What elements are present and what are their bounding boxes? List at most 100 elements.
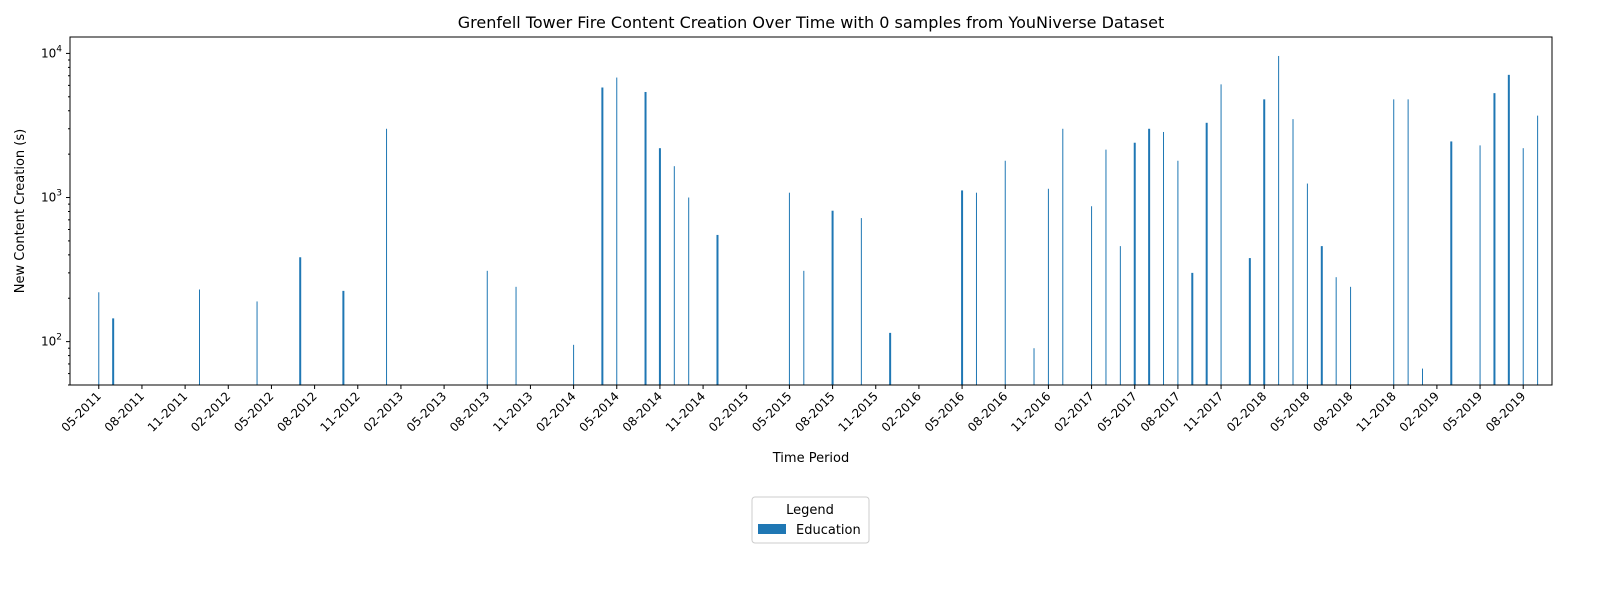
bar — [1033, 348, 1035, 385]
bar — [788, 192, 790, 385]
bar — [386, 128, 388, 385]
x-tick-label: 08-2017 — [1138, 389, 1183, 434]
bar — [1278, 55, 1280, 385]
bar — [515, 286, 517, 385]
x-tick-label: 05-2017 — [1095, 389, 1140, 434]
bar — [573, 344, 575, 385]
bar — [486, 270, 488, 385]
x-tick-label: 02-2013 — [361, 389, 406, 434]
bar — [1148, 128, 1151, 385]
x-tick-label: 02-2018 — [1224, 389, 1269, 434]
x-tick-label: 11-2018 — [1353, 389, 1398, 434]
x-tick-label: 05-2015 — [749, 389, 794, 434]
x-tick-label: 02-2014 — [533, 389, 578, 434]
bar — [1407, 99, 1409, 385]
legend-title: Legend — [786, 503, 834, 518]
bar — [1537, 115, 1539, 385]
bar — [1479, 145, 1481, 385]
x-tick-label: 11-2017 — [1181, 389, 1226, 434]
bar — [860, 218, 862, 385]
bar — [644, 91, 647, 385]
bar — [1205, 122, 1208, 386]
bar — [975, 192, 977, 385]
x-tick-label: 05-2013 — [404, 389, 449, 434]
bar — [688, 197, 690, 385]
bar — [1522, 148, 1524, 385]
x-tick-label: 05-2014 — [577, 389, 622, 434]
bar — [1335, 277, 1337, 385]
bar — [1493, 93, 1496, 386]
bar — [1004, 160, 1006, 385]
x-axis: 05-201108-201111-201102-201205-201208-20… — [59, 385, 1528, 435]
bars-layer — [98, 55, 1539, 386]
x-tick-label: 02-2019 — [1397, 389, 1442, 434]
bar — [1422, 368, 1423, 385]
x-tick-label: 05-2018 — [1267, 389, 1312, 434]
x-tick-label: 05-2012 — [231, 389, 276, 434]
bar — [1163, 131, 1165, 385]
bar — [256, 301, 258, 385]
bar — [1248, 258, 1251, 385]
bar — [1292, 119, 1294, 386]
bar — [1507, 74, 1510, 385]
bar — [112, 318, 115, 385]
x-tick-label: 11-2016 — [1008, 389, 1053, 434]
bar — [1105, 149, 1107, 385]
bar — [601, 87, 604, 385]
bar — [1047, 188, 1049, 385]
x-tick-label: 02-2015 — [706, 389, 751, 434]
y-axis-label: New Content Creation (s) — [13, 129, 28, 293]
y-tick-label: 104 — [41, 44, 62, 60]
x-tick-label: 08-2018 — [1310, 389, 1355, 434]
bar — [199, 289, 200, 385]
legend-label-education: Education — [796, 523, 861, 538]
bar — [1177, 160, 1179, 385]
legend-swatch-education — [758, 524, 786, 534]
bar — [1263, 99, 1266, 385]
y-tick-label: 103 — [41, 189, 62, 205]
x-tick-label: 11-2012 — [318, 389, 363, 434]
x-tick-label: 08-2016 — [965, 389, 1010, 434]
x-tick-label: 11-2011 — [145, 389, 190, 434]
bar — [616, 77, 618, 386]
x-tick-label: 05-2019 — [1440, 389, 1485, 434]
bar — [889, 332, 892, 385]
bar — [1119, 246, 1121, 385]
bar — [803, 270, 805, 385]
x-tick-label: 08-2015 — [792, 389, 837, 434]
bar — [1091, 206, 1093, 385]
x-tick-label: 08-2011 — [102, 389, 147, 434]
bar — [98, 292, 100, 385]
x-tick-label: 08-2013 — [447, 389, 492, 434]
bar — [961, 190, 964, 385]
y-axis: 102 103 104 — [41, 44, 70, 386]
x-tick-label: 05-2011 — [59, 389, 104, 434]
x-tick-label: 08-2014 — [620, 389, 665, 434]
bar — [1191, 272, 1194, 385]
bar — [716, 234, 719, 385]
bar — [1450, 141, 1453, 385]
x-tick-label: 05-2016 — [922, 389, 967, 434]
bar — [299, 257, 302, 385]
x-tick-label: 08-2012 — [274, 389, 319, 434]
chart-title: Grenfell Tower Fire Content Creation Ove… — [458, 13, 1164, 32]
x-tick-label: 11-2013 — [490, 389, 535, 434]
bar — [831, 210, 834, 385]
plot-frame — [69, 36, 1553, 386]
y-tick-label: 102 — [41, 333, 62, 349]
bar — [673, 166, 675, 385]
x-tick-label: 11-2015 — [836, 389, 881, 434]
bar — [1350, 286, 1352, 385]
x-tick-label: 11-2014 — [663, 389, 708, 434]
x-axis-label: Time Period — [772, 451, 849, 466]
x-tick-label: 02-2016 — [879, 389, 924, 434]
bar — [1062, 128, 1064, 385]
x-tick-label: 02-2017 — [1051, 389, 1096, 434]
bar — [658, 148, 661, 385]
bar — [342, 290, 345, 385]
bar — [1133, 142, 1136, 385]
bar — [1393, 99, 1395, 385]
bar — [1320, 246, 1323, 385]
legend: Legend Education — [751, 496, 870, 544]
